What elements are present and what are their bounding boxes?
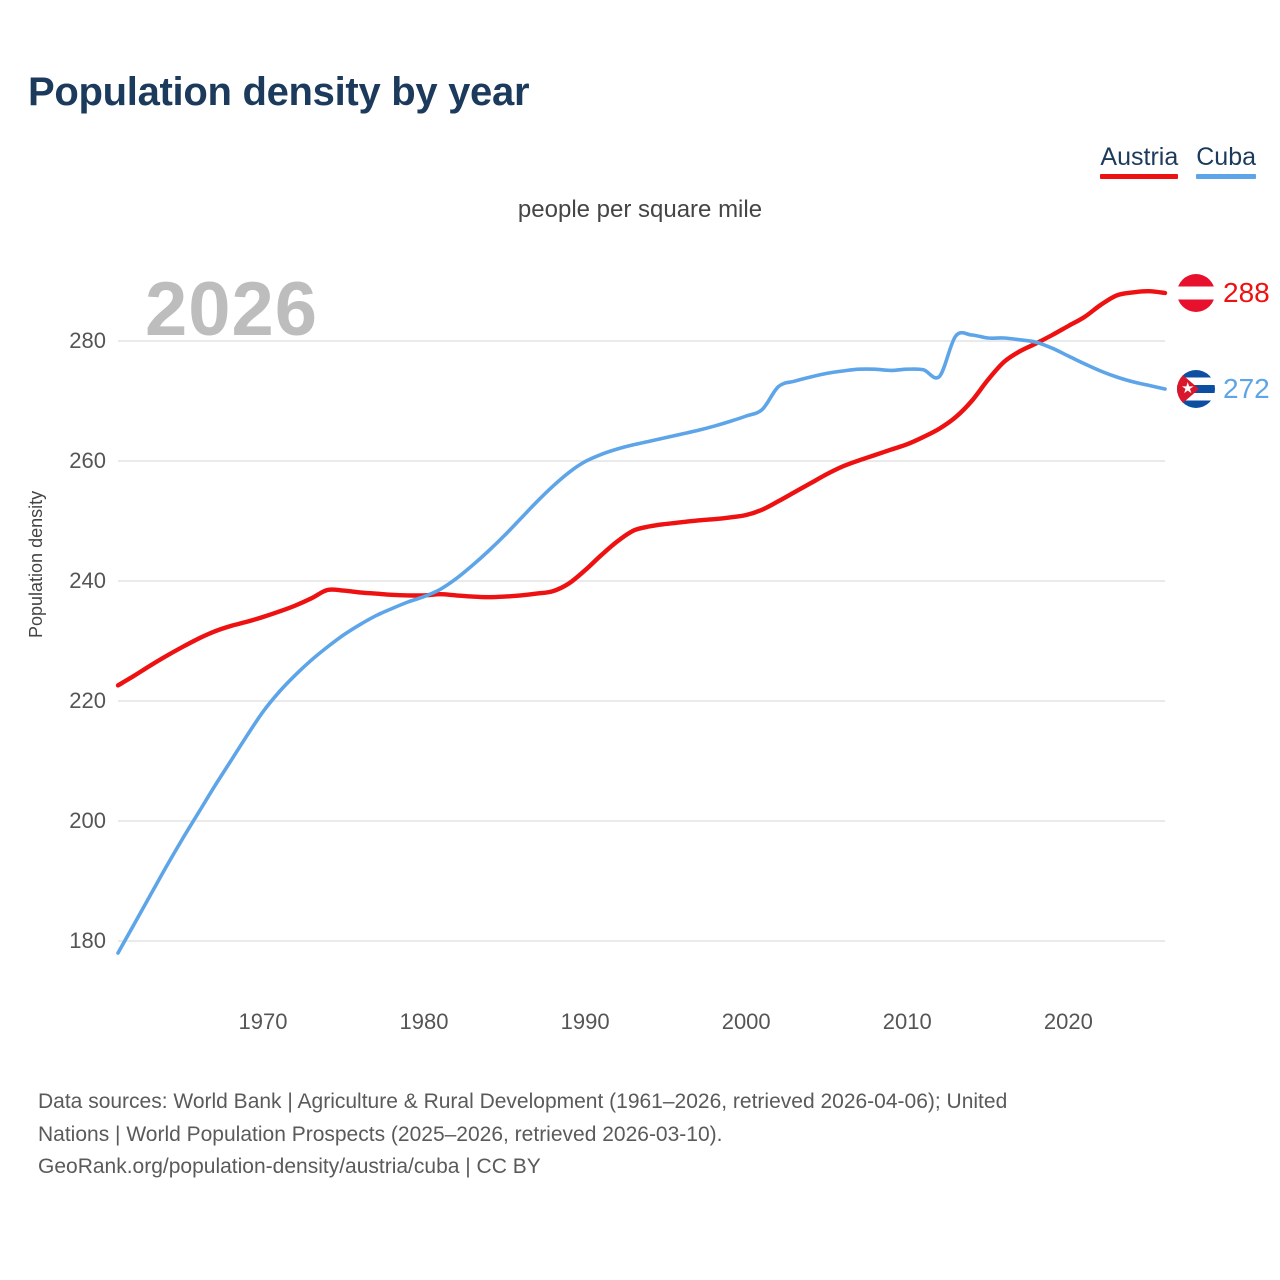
end-value-austria: 288 — [1223, 277, 1270, 308]
end-marker-austria[interactable]: 288 — [1177, 274, 1270, 312]
x-tick-label: 1970 — [238, 1009, 288, 1034]
legend-label-cuba: Cuba — [1196, 143, 1256, 171]
legend-label-austria: Austria — [1100, 143, 1179, 171]
end-marker-cuba[interactable]: ★ 272 — [1177, 370, 1270, 408]
x-tick-label: 1980 — [399, 1009, 449, 1034]
y-tick-label: 200 — [69, 808, 106, 833]
legend-item-cuba[interactable]: Cuba — [1196, 143, 1256, 180]
y-tick-label: 240 — [69, 568, 106, 593]
cuba-flag-icon: ★ — [1177, 370, 1215, 408]
footer-line-3: GeoRank.org/population-density/austria/c… — [38, 1155, 541, 1179]
chart-svg — [115, 288, 1168, 955]
cuba-star-icon: ★ — [1181, 380, 1195, 397]
x-tick-label: 2010 — [882, 1009, 932, 1034]
y-tick-label: 280 — [69, 328, 106, 353]
chart-subtitle: people per square mile — [517, 196, 763, 223]
legend-rule-cuba — [1196, 174, 1256, 180]
page-title: Population density by year — [28, 70, 530, 114]
footer-sources: Data sources: World Bank | Agriculture &… — [38, 1086, 1258, 1184]
cuba-triangle-shape — [1177, 370, 1199, 408]
chart-plot-area: 2026 Population density 180 200 220 240 260 2… — [26, 267, 1270, 1035]
x-tick-label: 2020 — [1043, 1009, 1093, 1034]
y-tick-label: 220 — [69, 688, 106, 713]
series-line-cuba — [116, 330, 1167, 955]
legend-rule-austria — [1100, 174, 1179, 180]
watermark-year: 2026 — [145, 267, 319, 352]
y-tick-label: 260 — [69, 448, 106, 473]
footer-line-2: Nations | World Population Prospects (20… — [38, 1122, 723, 1146]
legend-item-austria[interactable]: Austria — [1100, 143, 1179, 180]
austria-flag-icon — [1177, 274, 1215, 312]
series-line-austria — [115, 288, 1168, 688]
footer-line-1: Data sources: World Bank | Agriculture &… — [38, 1090, 1008, 1113]
x-tick-label: 1990 — [560, 1009, 610, 1034]
end-value-cuba: 272 — [1223, 373, 1270, 404]
legend: Austria Cuba — [1100, 143, 1256, 180]
y-tick-label: 180 — [69, 928, 106, 953]
x-tick-label: 2000 — [721, 1009, 771, 1034]
